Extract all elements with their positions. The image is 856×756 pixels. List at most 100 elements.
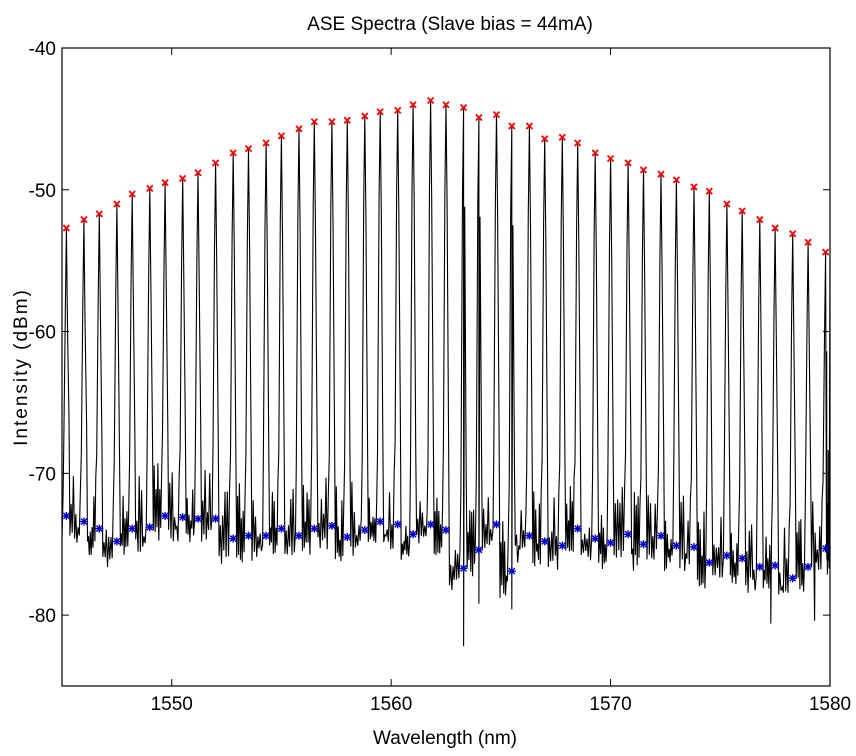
valley-marker — [573, 524, 582, 533]
valley-marker — [360, 526, 369, 535]
valley-marker — [128, 524, 137, 533]
peak-marker — [558, 133, 566, 141]
valley-marker — [606, 538, 615, 547]
peak-marker — [95, 210, 103, 218]
peak-marker — [771, 224, 779, 232]
valley-marker — [591, 534, 600, 543]
y-tick-label: -60 — [29, 323, 56, 344]
peak-marker — [161, 179, 169, 187]
spectrum-line — [61, 100, 831, 647]
y-axis-label: Intensity (dBm) — [11, 288, 32, 446]
chart-title: ASE Spectra (Slave bias = 44mA) — [307, 14, 593, 35]
peak-marker — [194, 169, 202, 177]
x-axis-label: Wavelength (nm) — [373, 728, 517, 749]
x-axis: 1550 1560 1570 1580 — [151, 48, 851, 715]
valley-marker — [771, 561, 780, 570]
valley-marker — [244, 531, 253, 540]
valley-marker — [161, 511, 170, 520]
valley-marker — [262, 531, 271, 540]
peak-marker — [624, 159, 632, 167]
peak-marker — [639, 166, 648, 174]
peak-marker — [756, 215, 764, 224]
valley-marker — [821, 544, 830, 553]
peak-marker — [295, 125, 303, 133]
valley-marker — [426, 520, 435, 529]
peak-marker — [789, 230, 797, 238]
peak-marker — [277, 132, 286, 140]
valley-marker — [738, 554, 747, 563]
peak-marker — [179, 174, 187, 183]
x-tick-label: 1570 — [589, 694, 631, 715]
valley-marker — [624, 530, 633, 539]
peak-marker — [394, 106, 402, 115]
peak-marker — [591, 149, 599, 157]
valley-marker — [755, 562, 764, 571]
peak-marker — [80, 215, 88, 224]
peak-marker — [459, 103, 468, 112]
data-markers — [62, 96, 830, 583]
plot-frame — [61, 47, 831, 687]
peak-marker — [738, 207, 746, 215]
valley-marker — [112, 537, 121, 546]
peak-marker — [690, 183, 698, 191]
valley-marker — [804, 562, 813, 571]
peak-marker — [62, 224, 71, 232]
valley-marker — [194, 514, 203, 523]
y-tick-label: -70 — [29, 464, 56, 485]
valley-marker — [409, 530, 418, 539]
valley-marker — [79, 517, 88, 526]
peak-marker — [244, 145, 253, 153]
valley-marker — [145, 523, 154, 532]
x-tick-label: 1550 — [151, 694, 193, 715]
peak-marker — [804, 238, 812, 246]
valley-marker — [705, 558, 714, 567]
peak-marker — [409, 101, 417, 109]
y-tick-label: -50 — [29, 181, 56, 202]
peak-marker — [705, 187, 713, 195]
valley-marker — [672, 541, 681, 550]
valley-marker — [657, 531, 666, 540]
peak-marker — [574, 139, 582, 147]
peak-marker — [146, 184, 154, 192]
peak-marker — [310, 118, 318, 126]
x-tick-label: 1560 — [370, 694, 412, 715]
peak-marker — [508, 122, 516, 130]
peak-marker — [229, 149, 237, 157]
peak-marker — [442, 101, 450, 109]
y-tick-label: -80 — [29, 606, 56, 627]
valley-marker — [558, 541, 567, 550]
valley-marker — [492, 520, 501, 529]
peak-marker — [427, 96, 435, 105]
valley-marker — [459, 564, 468, 573]
valley-marker — [294, 531, 303, 540]
peak-marker — [723, 200, 731, 208]
peak-marker — [657, 170, 665, 178]
peak-marker — [525, 122, 534, 130]
valley-marker — [178, 513, 187, 522]
valley-marker — [211, 514, 220, 523]
valley-marker — [540, 537, 549, 546]
peak-marker — [821, 248, 830, 256]
peak-marker — [328, 118, 336, 126]
valley-marker — [229, 534, 238, 543]
peak-marker — [376, 108, 384, 116]
peak-marker — [343, 116, 351, 124]
peak-marker — [475, 113, 483, 122]
valley-marker — [95, 524, 104, 533]
x-tick-label: 1580 — [809, 694, 851, 715]
valley-marker — [343, 533, 352, 542]
valley-marker — [393, 520, 402, 529]
spectrum-trace — [61, 100, 831, 647]
valley-marker — [507, 567, 516, 576]
valley-marker — [310, 524, 319, 533]
valley-marker — [277, 524, 286, 533]
peak-marker — [262, 139, 270, 147]
valley-marker — [62, 511, 71, 520]
peak-marker — [128, 190, 136, 198]
y-axis: -40 -50 -60 -70 -80 — [29, 39, 830, 627]
valley-marker — [639, 540, 648, 549]
valley-marker — [788, 574, 797, 583]
peak-marker — [361, 112, 369, 120]
valley-marker — [525, 531, 534, 540]
